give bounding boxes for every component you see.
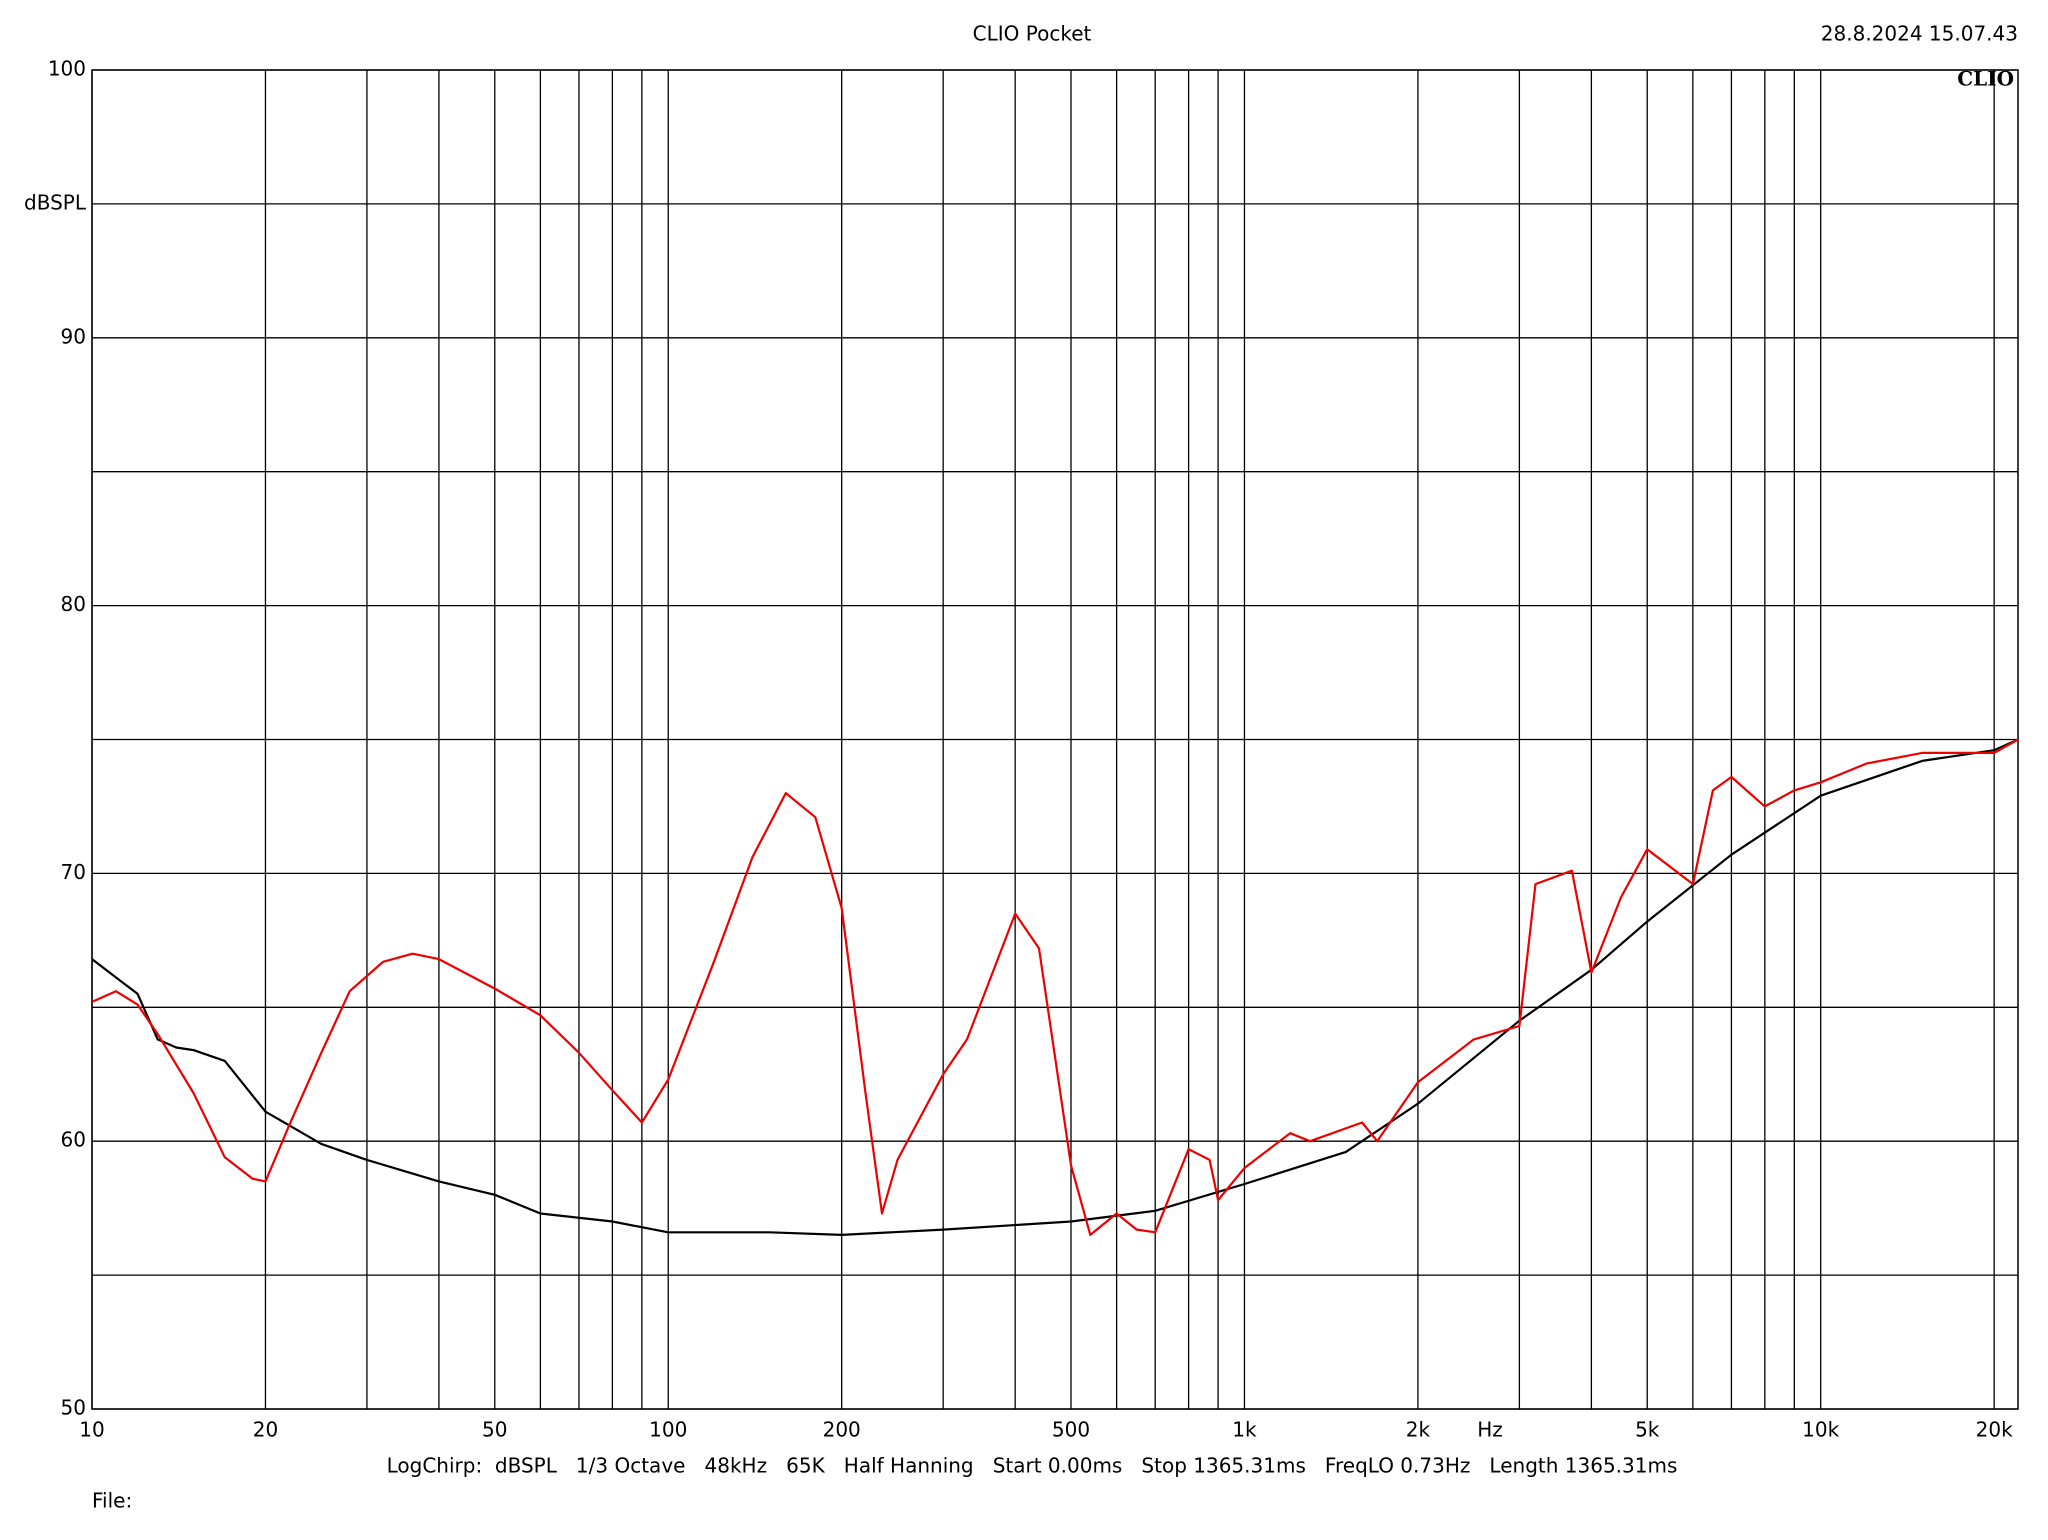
y-tick-label: 80 (61, 592, 86, 616)
y-tick-label: 100 (48, 57, 86, 81)
x-tick-label: 2k (1406, 1418, 1431, 1442)
file-label: File: (92, 1489, 132, 1513)
x-tick-label: 50 (482, 1418, 507, 1442)
y-tick-label: 60 (61, 1128, 86, 1152)
timestamp: 28.8.2024 15.07.43 (1821, 22, 2018, 46)
series-line (91, 738, 2019, 1236)
y-tick-label: 50 (61, 1396, 86, 1420)
measurement-info: LogChirp: dBSPL 1/3 Octave 48kHz 65K Hal… (387, 1454, 1678, 1478)
y-tick-label: 70 (61, 860, 86, 884)
x-tick-label: 10 (79, 1418, 104, 1442)
x-tick-label: 100 (649, 1418, 687, 1442)
chart-title: CLIO Pocket (973, 22, 1092, 46)
y-axis-label: dBSPL (24, 191, 87, 215)
x-tick-label: 200 (823, 1418, 861, 1442)
x-tick-label: 20k (1976, 1418, 2013, 1442)
x-tick-label: 1k (1232, 1418, 1257, 1442)
x-tick-label: 500 (1052, 1418, 1090, 1442)
x-tick-label: 5k (1635, 1418, 1660, 1442)
y-tick-label: 90 (61, 324, 86, 348)
x-tick-label: 20 (253, 1418, 278, 1442)
series-line (91, 738, 2019, 1236)
x-axis-label: Hz (1477, 1418, 1503, 1442)
x-tick-label: 10k (1802, 1418, 1839, 1442)
